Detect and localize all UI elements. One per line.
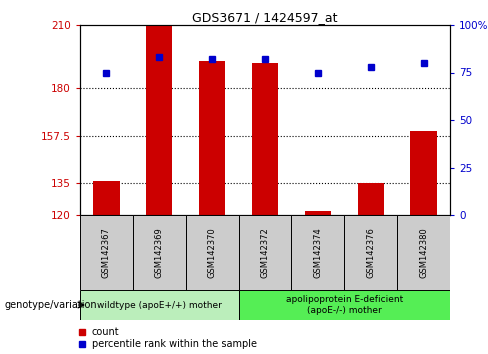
Title: GDS3671 / 1424597_at: GDS3671 / 1424597_at bbox=[192, 11, 338, 24]
Text: percentile rank within the sample: percentile rank within the sample bbox=[92, 339, 257, 349]
Bar bbox=[199, 61, 225, 215]
Text: wildtype (apoE+/+) mother: wildtype (apoE+/+) mother bbox=[97, 301, 222, 309]
Bar bbox=[80, 290, 239, 320]
Text: GSM142369: GSM142369 bbox=[155, 227, 164, 278]
Bar bbox=[146, 25, 172, 215]
Text: genotype/variation: genotype/variation bbox=[5, 300, 98, 310]
Text: GSM142374: GSM142374 bbox=[313, 227, 323, 278]
Bar bbox=[133, 215, 186, 290]
Bar bbox=[93, 181, 120, 215]
Bar bbox=[345, 215, 397, 290]
Bar bbox=[252, 63, 278, 215]
Text: count: count bbox=[92, 327, 120, 337]
Text: GSM142370: GSM142370 bbox=[207, 227, 217, 278]
Bar bbox=[410, 131, 437, 215]
Bar bbox=[80, 215, 133, 290]
Text: GSM142376: GSM142376 bbox=[366, 227, 375, 278]
Bar bbox=[291, 215, 345, 290]
Bar bbox=[186, 215, 239, 290]
Text: GSM142372: GSM142372 bbox=[261, 227, 269, 278]
Bar bbox=[239, 290, 450, 320]
Bar bbox=[305, 211, 331, 215]
Bar bbox=[358, 183, 384, 215]
Bar bbox=[397, 215, 450, 290]
Text: GSM142367: GSM142367 bbox=[102, 227, 111, 278]
Bar bbox=[239, 215, 291, 290]
Text: apolipoprotein E-deficient
(apoE-/-) mother: apolipoprotein E-deficient (apoE-/-) mot… bbox=[285, 295, 403, 315]
Text: GSM142380: GSM142380 bbox=[419, 227, 428, 278]
